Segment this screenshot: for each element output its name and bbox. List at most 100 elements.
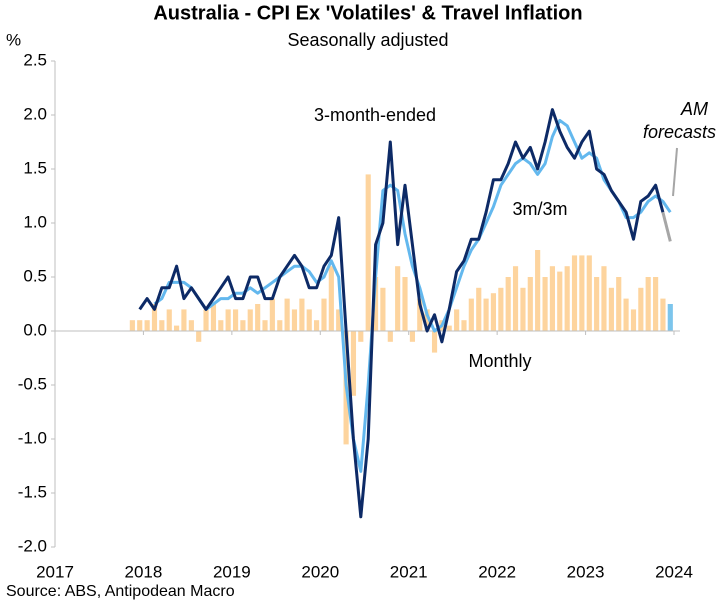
bar (571, 255, 578, 331)
bar (247, 309, 253, 331)
bar (446, 325, 452, 331)
series-label: Monthly (468, 351, 531, 371)
bar (372, 277, 379, 331)
bar (645, 277, 651, 331)
x-tick-label: 2017 (36, 562, 74, 581)
bar (380, 287, 386, 331)
y-tick-label: -0.5 (18, 374, 47, 393)
bar (594, 277, 600, 331)
bar (129, 320, 135, 331)
bar (601, 266, 607, 331)
bar (660, 298, 666, 331)
forecast-annotation: AM (680, 99, 708, 119)
bar (277, 320, 283, 331)
bar (579, 255, 585, 331)
y-tick-label: 0.5 (23, 266, 47, 285)
bar (181, 309, 187, 331)
bar (269, 298, 275, 331)
bar (476, 287, 482, 331)
bar (630, 309, 637, 331)
bar (431, 331, 438, 353)
line (153, 118, 672, 473)
bar (535, 250, 541, 331)
bar (483, 298, 489, 331)
bar (653, 277, 659, 331)
forecast-annotation: forecasts (643, 122, 716, 142)
bar (608, 287, 614, 331)
bar (387, 331, 393, 342)
bar (586, 255, 592, 331)
bar (409, 331, 416, 342)
y-tick-label: -1.0 (18, 428, 47, 447)
forecast-line (661, 211, 672, 242)
bar (159, 320, 165, 331)
x-tick-label: 2019 (213, 562, 251, 581)
bar (188, 320, 194, 331)
bar (490, 293, 497, 331)
x-tick-label: 2021 (390, 562, 428, 581)
bar (365, 174, 371, 331)
y-tick-label: 2.0 (23, 104, 47, 123)
bar (255, 304, 261, 331)
bar (144, 320, 150, 331)
bar (232, 309, 239, 331)
annotation-pointer (672, 147, 678, 197)
bar (262, 320, 268, 331)
bar (424, 309, 430, 331)
bar (505, 277, 511, 331)
bar (218, 320, 224, 331)
y-tick-label: -2.0 (18, 536, 47, 555)
bar (616, 277, 622, 331)
y-tick-label: 0.0 (23, 320, 47, 339)
bar (549, 266, 555, 331)
bar (291, 309, 298, 331)
line (138, 108, 665, 519)
bar (328, 266, 334, 331)
bar (498, 287, 504, 331)
bar (520, 287, 526, 331)
y-tick-label: 1.0 (23, 212, 47, 231)
bar (151, 304, 158, 331)
y-axis-label: % (6, 30, 21, 49)
bar (174, 325, 180, 331)
bar (564, 266, 570, 331)
bar (454, 309, 460, 331)
source: Source: ABS, Antipodean Macro (6, 583, 235, 600)
x-tick-label: 2023 (567, 562, 605, 581)
bar (417, 298, 423, 331)
bar (623, 298, 629, 331)
bar (512, 266, 519, 331)
x-tick-label: 2018 (125, 562, 163, 581)
x-tick-label: 2020 (301, 562, 339, 581)
series-label: 3-month-ended (314, 105, 436, 125)
bar (358, 331, 364, 342)
bar (350, 331, 357, 396)
bar (542, 277, 548, 331)
bar (166, 309, 172, 331)
bar (210, 304, 217, 331)
bar (284, 298, 290, 331)
bar (402, 277, 408, 331)
bar (299, 298, 305, 331)
bar (395, 266, 401, 331)
bar (137, 320, 143, 331)
x-tick-label: 2022 (478, 562, 516, 581)
y-tick-label: 1.5 (23, 158, 47, 177)
bar (203, 309, 209, 331)
bar (313, 320, 320, 331)
bar (336, 309, 342, 331)
bar (468, 298, 474, 331)
bar (225, 309, 231, 331)
bar (557, 271, 563, 331)
bar (638, 287, 644, 331)
chart-subtitle: Seasonally adjusted (287, 30, 448, 50)
bar (461, 320, 467, 331)
series-label: 3m/3m (512, 199, 567, 219)
x-tick-label: 2024 (655, 562, 693, 581)
bar (196, 331, 202, 342)
bar (321, 298, 327, 331)
y-tick-label: -1.5 (18, 482, 47, 501)
bar (306, 309, 312, 331)
bar (527, 277, 533, 331)
